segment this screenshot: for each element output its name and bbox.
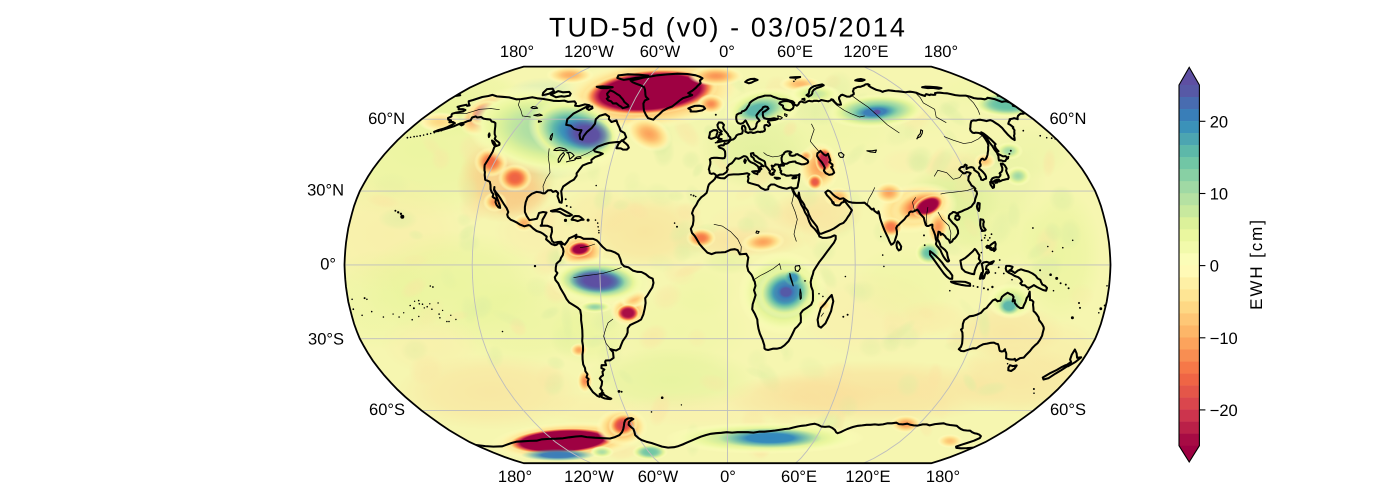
svg-text:60°N: 60°N <box>1050 110 1087 128</box>
svg-text:60°W: 60°W <box>640 43 681 61</box>
svg-text:180°: 180° <box>500 43 534 61</box>
svg-text:180°: 180° <box>926 468 960 486</box>
svg-text:120°W: 120°W <box>564 43 614 61</box>
svg-text:TUD-5d (v0) - 03/05/2014: TUD-5d (v0) - 03/05/2014 <box>549 13 907 43</box>
svg-text:0°: 0° <box>719 43 735 61</box>
svg-text:120°E: 120°E <box>845 468 890 486</box>
svg-text:0°: 0° <box>720 468 736 486</box>
svg-text:10: 10 <box>1210 186 1228 204</box>
svg-text:60°S: 60°S <box>1050 401 1086 419</box>
svg-text:−20: −20 <box>1210 402 1238 420</box>
svg-text:180°: 180° <box>924 43 958 61</box>
svg-text:60°S: 60°S <box>369 401 405 419</box>
svg-text:60°W: 60°W <box>638 468 679 486</box>
svg-text:60°N: 60°N <box>368 110 405 128</box>
svg-text:120°E: 120°E <box>843 43 888 61</box>
svg-text:60°E: 60°E <box>777 43 813 61</box>
svg-text:30°S: 30°S <box>308 331 344 349</box>
svg-text:−10: −10 <box>1210 330 1238 348</box>
svg-text:EWH [cm]: EWH [cm] <box>1247 218 1266 310</box>
svg-text:0: 0 <box>1210 258 1219 276</box>
svg-text:120°W: 120°W <box>564 468 614 486</box>
svg-text:180°: 180° <box>498 468 532 486</box>
svg-text:0°: 0° <box>320 256 336 274</box>
svg-text:60°E: 60°E <box>781 468 817 486</box>
svg-text:30°N: 30°N <box>307 181 344 199</box>
svg-text:20: 20 <box>1210 113 1228 131</box>
